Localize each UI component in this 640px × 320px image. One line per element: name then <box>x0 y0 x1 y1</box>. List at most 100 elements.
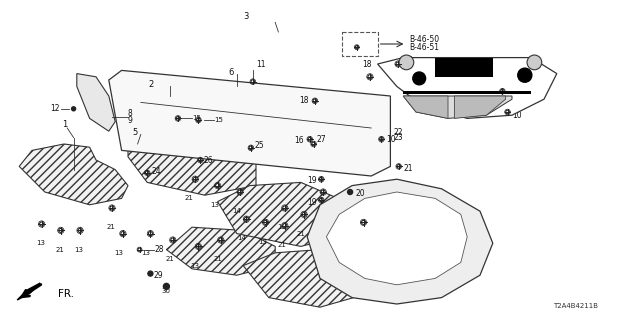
Text: 7: 7 <box>525 92 530 100</box>
Text: 21: 21 <box>55 247 64 252</box>
Circle shape <box>302 212 306 216</box>
Circle shape <box>264 220 268 224</box>
Circle shape <box>176 116 180 120</box>
Text: 21: 21 <box>403 164 413 172</box>
Circle shape <box>198 158 202 162</box>
Circle shape <box>72 107 76 111</box>
Text: FR.: FR. <box>58 289 74 300</box>
Text: 20: 20 <box>356 189 365 198</box>
Circle shape <box>283 206 287 210</box>
Text: 13: 13 <box>74 247 83 252</box>
Text: 9: 9 <box>128 116 133 124</box>
Polygon shape <box>326 192 467 285</box>
Circle shape <box>399 55 414 70</box>
Circle shape <box>368 75 372 79</box>
Text: 3: 3 <box>243 12 248 20</box>
Polygon shape <box>454 96 506 118</box>
Text: 21: 21 <box>366 231 375 236</box>
Text: 14: 14 <box>237 236 246 241</box>
Circle shape <box>40 222 44 226</box>
Text: T2A4B4211B: T2A4B4211B <box>554 303 598 308</box>
Bar <box>342 32 378 56</box>
Circle shape <box>238 190 242 194</box>
Circle shape <box>216 184 220 188</box>
Polygon shape <box>378 58 557 118</box>
Text: 21: 21 <box>165 256 174 262</box>
Text: 5: 5 <box>132 128 138 137</box>
Text: 21: 21 <box>296 231 305 236</box>
Circle shape <box>313 99 317 103</box>
Circle shape <box>138 248 141 251</box>
Circle shape <box>362 220 365 224</box>
Polygon shape <box>403 91 531 94</box>
Text: 6: 6 <box>228 68 234 76</box>
Text: 13: 13 <box>36 240 45 246</box>
Polygon shape <box>19 144 128 205</box>
Polygon shape <box>77 74 115 131</box>
Text: 16: 16 <box>403 56 413 65</box>
Circle shape <box>380 137 383 141</box>
Circle shape <box>397 164 401 168</box>
Polygon shape <box>435 58 493 77</box>
Polygon shape <box>307 179 493 304</box>
Text: 24: 24 <box>152 167 161 176</box>
Circle shape <box>348 189 353 195</box>
Polygon shape <box>403 96 448 118</box>
Text: 13: 13 <box>210 202 219 208</box>
Text: 28: 28 <box>155 245 164 254</box>
Circle shape <box>506 110 509 114</box>
Text: 14: 14 <box>232 208 241 214</box>
Text: 21: 21 <box>106 224 115 230</box>
Circle shape <box>163 284 170 289</box>
Text: 11: 11 <box>256 60 266 68</box>
Text: 15: 15 <box>192 116 201 121</box>
Text: 19: 19 <box>307 176 317 185</box>
Polygon shape <box>109 70 390 176</box>
Text: 10: 10 <box>512 111 522 120</box>
Polygon shape <box>17 283 40 300</box>
Text: 11: 11 <box>326 199 335 204</box>
Text: 16: 16 <box>294 136 304 145</box>
Text: 12: 12 <box>50 104 60 113</box>
Polygon shape <box>403 96 512 118</box>
Text: 13: 13 <box>191 263 200 268</box>
Circle shape <box>78 228 82 232</box>
Text: 13: 13 <box>277 224 286 230</box>
Text: 21: 21 <box>277 242 286 248</box>
Text: 2: 2 <box>148 80 154 89</box>
Circle shape <box>59 228 63 232</box>
Polygon shape <box>243 250 365 307</box>
Text: 25: 25 <box>255 141 264 150</box>
Circle shape <box>500 89 504 93</box>
Circle shape <box>251 80 255 84</box>
Circle shape <box>219 238 223 242</box>
Circle shape <box>148 271 153 276</box>
Text: 18: 18 <box>362 60 371 68</box>
Text: 17: 17 <box>525 87 534 96</box>
Text: 1: 1 <box>62 120 67 129</box>
Text: 8: 8 <box>128 109 132 118</box>
Text: 23: 23 <box>394 133 403 142</box>
Circle shape <box>244 217 248 221</box>
Text: 21: 21 <box>213 256 222 262</box>
Circle shape <box>283 224 287 228</box>
Circle shape <box>171 238 175 242</box>
Text: 15: 15 <box>214 117 223 123</box>
Circle shape <box>355 46 358 49</box>
Text: 4: 4 <box>525 79 530 88</box>
Text: 29: 29 <box>154 271 163 280</box>
Circle shape <box>312 142 316 146</box>
Text: 13: 13 <box>115 250 124 256</box>
Text: B-46-51: B-46-51 <box>410 43 440 52</box>
Circle shape <box>527 55 541 70</box>
Text: 10: 10 <box>386 135 396 144</box>
Text: 13: 13 <box>141 250 150 256</box>
Circle shape <box>121 232 125 236</box>
Circle shape <box>110 206 114 210</box>
Text: 27: 27 <box>317 135 326 144</box>
Circle shape <box>193 177 197 181</box>
Circle shape <box>249 146 253 150</box>
Text: 26: 26 <box>204 156 213 164</box>
Text: B-46-50: B-46-50 <box>410 35 440 44</box>
Circle shape <box>413 72 426 85</box>
